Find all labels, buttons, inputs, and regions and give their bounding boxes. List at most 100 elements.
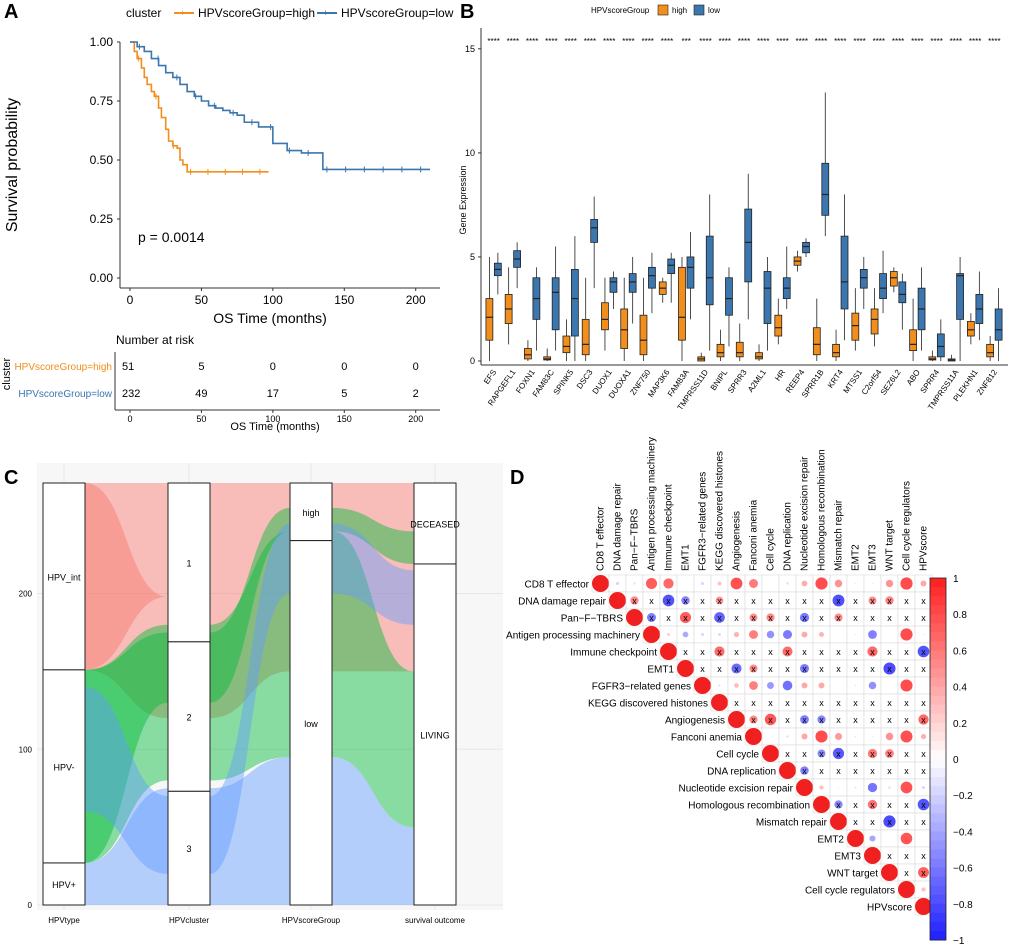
nonsignificant-mark: x <box>717 596 722 606</box>
colorbar-segment <box>930 831 946 841</box>
heatmap-dot <box>711 694 728 711</box>
nonsignificant-mark: x <box>853 698 858 708</box>
nonsignificant-mark: x <box>785 698 790 708</box>
colorbar-tick-label: −0.8 <box>953 900 973 911</box>
box-high <box>716 343 725 358</box>
heatmap-dot <box>715 596 724 605</box>
nonsignificant-mark: x <box>785 613 790 623</box>
colorbar-segment <box>930 605 946 615</box>
colorbar-segment <box>930 704 946 715</box>
significance-label: **** <box>796 37 808 46</box>
heatmap-dot <box>701 582 704 585</box>
nonsignificant-mark: x <box>751 664 756 674</box>
nonsignificant-mark: x <box>768 647 773 657</box>
nonsignificant-mark: x <box>836 647 841 657</box>
heatmap-col-label: Mismatch repair <box>834 499 845 571</box>
nonsignificant-mark: x <box>802 715 807 725</box>
heatmap-dot <box>900 679 913 692</box>
heatmap-dot <box>900 832 913 845</box>
significance-label: **** <box>526 37 538 46</box>
heatmap-dot <box>800 715 809 724</box>
nonsignificant-mark: x <box>853 664 858 674</box>
box-low <box>705 235 714 306</box>
gene-label: ZNF812 <box>975 368 999 397</box>
legend-title-cluster: cluster <box>126 6 161 20</box>
significance-label: **** <box>930 37 942 46</box>
significance-label: **** <box>699 37 711 46</box>
colorbar-segment <box>930 668 946 679</box>
heatmap-dot <box>917 645 930 658</box>
risk-table-title: Number at risk <box>116 333 195 347</box>
colorbar-tick-label: 1 <box>953 574 959 585</box>
box-high <box>524 348 532 360</box>
heatmap-dot <box>889 838 890 839</box>
heatmap-dot <box>770 736 771 737</box>
c-axis-label: HPVtype <box>48 916 80 925</box>
nonsignificant-mark: x <box>700 647 705 657</box>
heatmap-dot <box>767 682 774 689</box>
nonsignificant-mark: x <box>836 613 841 623</box>
nonsignificant-mark: x <box>751 647 756 657</box>
risk-count: 51 <box>122 361 134 373</box>
colorbar-tick-label: −1 <box>953 936 965 947</box>
heatmap-dot <box>815 577 828 590</box>
heatmap-col-label: CD8 T effector <box>596 506 607 571</box>
heatmap-dot <box>871 735 874 738</box>
nonsignificant-mark: x <box>751 715 756 725</box>
gene-label: SPRR3 <box>726 368 749 395</box>
a-x-tick-label: 150 <box>334 293 354 307</box>
colorbar-segment <box>930 795 946 805</box>
nonsignificant-mark: x <box>734 664 739 674</box>
nonsignificant-mark: x <box>819 613 824 623</box>
heatmap-dot <box>900 781 913 794</box>
heatmap-dot <box>592 575 609 592</box>
colorbar-segment <box>930 840 946 850</box>
heatmap-dot <box>633 582 636 585</box>
heatmap-dot <box>854 735 857 738</box>
survival-plot: cluster + HPVscoreGroup=high + HPVscoreG… <box>1 6 454 433</box>
stratum-box <box>42 669 86 864</box>
nonsignificant-mark: x <box>666 613 671 623</box>
heatmap-dot <box>749 664 758 673</box>
heatmap-dot <box>643 626 660 643</box>
nonsignificant-mark: x <box>700 613 705 623</box>
box-high <box>870 308 879 335</box>
nonsignificant-mark: x <box>887 664 892 674</box>
nonsignificant-mark: x <box>734 698 739 708</box>
box-low <box>859 269 868 289</box>
c-axis-label: HPVscoreGroup <box>282 916 341 925</box>
stratum-box <box>413 563 457 906</box>
colorbar-segment <box>930 858 946 869</box>
nonsignificant-mark: x <box>921 715 926 725</box>
nonsignificant-mark: x <box>921 749 926 759</box>
nonsignificant-mark: x <box>836 766 841 776</box>
box-high <box>812 327 821 356</box>
box-high <box>986 343 995 358</box>
colorbar-segment <box>930 876 946 887</box>
nonsignificant-mark: x <box>666 596 671 606</box>
nonsignificant-mark: x <box>785 647 790 657</box>
colorbar-segment <box>930 912 946 923</box>
heatmap-dot <box>786 582 789 585</box>
a-x-tick-label: 100 <box>263 293 283 307</box>
nonsignificant-mark: x <box>819 715 824 725</box>
heatmap-dot <box>921 887 926 892</box>
heatmap-dot <box>832 594 845 607</box>
a-x-tick-label: 50 <box>195 293 209 307</box>
heatmap-col-label: Antigen processing machinery <box>647 437 658 571</box>
nonsignificant-mark: x <box>768 664 773 674</box>
alluvial-flow <box>85 632 168 863</box>
colorbar-segment <box>930 596 946 606</box>
nonsignificant-mark: x <box>768 715 773 725</box>
colorbar-segment <box>930 786 946 796</box>
box-low <box>879 273 887 299</box>
gene-label: SEZ6L2 <box>879 368 903 397</box>
nonsignificant-mark: x <box>887 800 892 810</box>
box-low <box>821 162 830 216</box>
heatmap-row-label: Mismatch repair <box>756 818 828 829</box>
colorbar-segment <box>930 722 946 733</box>
box-low <box>994 308 1003 341</box>
alluvial-chart: HPV_intHPV-HPV+123highlowDECEASEDLIVING … <box>19 463 503 925</box>
heatmap-dot <box>838 634 839 635</box>
heatmap-dot <box>817 715 826 724</box>
